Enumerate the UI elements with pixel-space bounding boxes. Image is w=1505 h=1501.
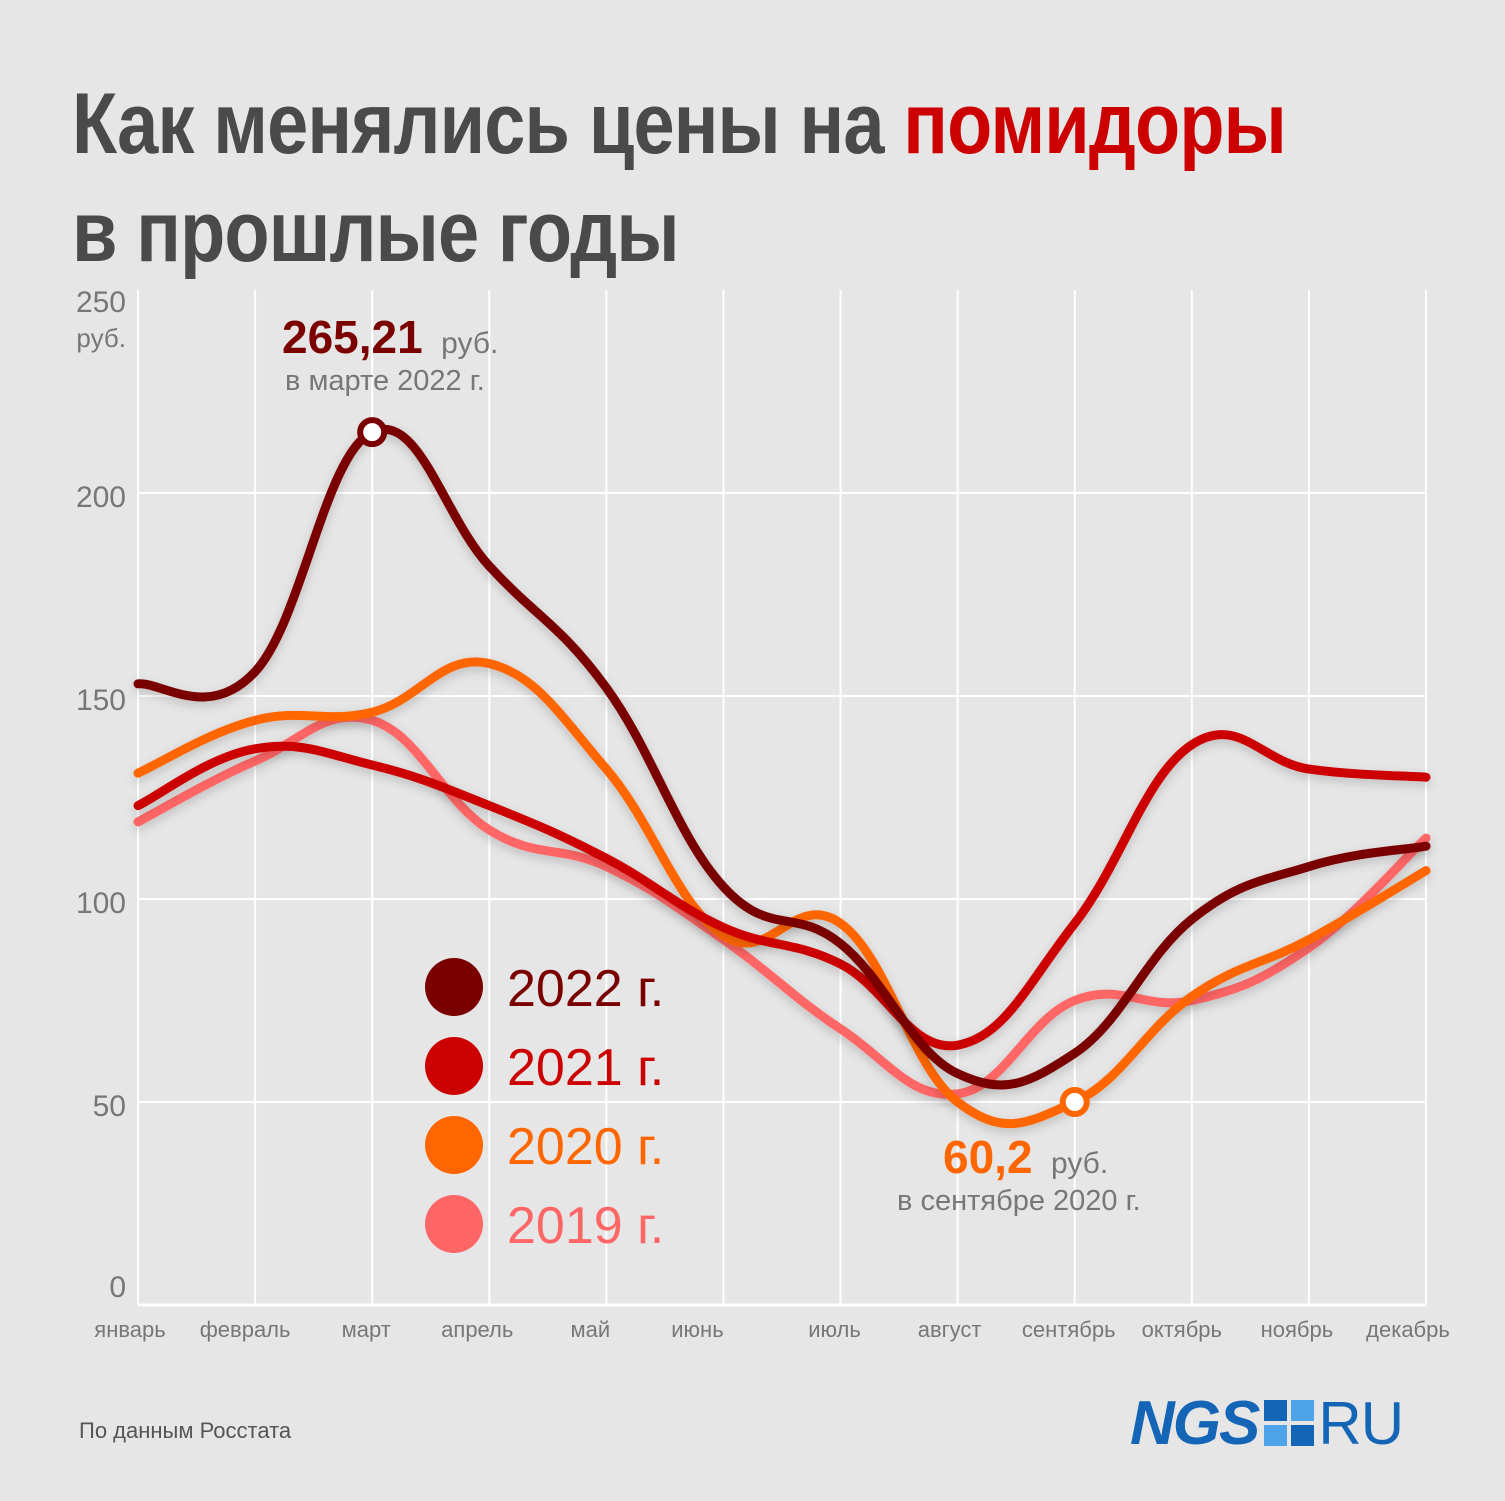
max-annotation-caption: в марте 2022 г.	[285, 365, 485, 397]
min-annotation-caption: в сентябре 2020 г.	[897, 1185, 1141, 1217]
chart-grid	[137, 290, 1427, 1307]
max-annotation-value: 265,21	[282, 311, 423, 363]
chart-title: Как менялись цены на помидоры в прошлые …	[72, 70, 1293, 286]
x-tick-label: ноябрь	[1261, 1317, 1334, 1342]
series-line-2021	[133, 730, 1431, 1051]
max-annotation: 265,21 руб.	[282, 311, 498, 363]
y-axis-labels: 0 50 100 150 200 250 руб.	[76, 286, 126, 1304]
legend-swatch	[425, 1195, 483, 1253]
highlight-markers	[357, 417, 1090, 1117]
title-text: Как менялись цены на	[72, 76, 904, 172]
x-tick-label: май	[571, 1317, 611, 1342]
logo-ngs: NGS	[1130, 1388, 1260, 1458]
y-unit-label: руб.	[76, 323, 126, 353]
x-tick-label: февраль	[200, 1317, 291, 1342]
y-tick-label: 250	[76, 286, 126, 319]
legend-swatch	[425, 1037, 483, 1095]
legend-label: 2019 г.	[507, 1197, 664, 1255]
x-tick-label: сентябрь	[1022, 1317, 1116, 1342]
x-tick-label: октябрь	[1142, 1317, 1222, 1342]
x-tick-label: декабрь	[1366, 1317, 1450, 1342]
title-line-2: в прошлые годы	[72, 184, 679, 280]
y-tick-label: 200	[76, 481, 126, 514]
title-line-1: Как менялись цены на помидоры	[72, 70, 1293, 178]
logo-ru: RU	[1318, 1389, 1404, 1457]
chart-annotations: 265,21 руб. в марте 2022 г. 60,2 руб. в …	[282, 311, 1141, 1217]
y-tick-label: 0	[109, 1271, 126, 1304]
chart-series	[133, 425, 1431, 1129]
highlight-point	[1059, 1087, 1090, 1117]
series-line-2019	[133, 712, 1431, 1099]
y-tick-label: 50	[93, 1090, 126, 1123]
legend-label: 2022 г.	[507, 960, 664, 1018]
x-tick-label: август	[918, 1317, 982, 1342]
y-tick-label: 100	[76, 887, 126, 920]
x-tick-label: март	[342, 1317, 391, 1342]
legend-label: 2020 г.	[507, 1118, 664, 1176]
data-source: По данным Росстата	[79, 1418, 292, 1443]
y-tick-label: 150	[76, 684, 126, 717]
legend-swatch	[425, 958, 483, 1016]
min-annotation-unit: руб.	[1051, 1147, 1108, 1180]
max-annotation-unit: руб.	[441, 327, 498, 360]
x-tick-label: январь	[94, 1317, 165, 1342]
ngs-logo: NGS RU	[1130, 1389, 1404, 1458]
x-tick-label: апрель	[441, 1317, 513, 1342]
x-tick-label: июнь	[671, 1317, 723, 1342]
logo-squares-icon	[1264, 1400, 1315, 1446]
title-accent: помидоры	[903, 76, 1287, 172]
x-tick-label: июль	[808, 1317, 861, 1342]
chart-legend: 2022 г. 2021 г. 2020 г. 2019 г.	[425, 958, 664, 1255]
legend-label: 2021 г.	[507, 1039, 664, 1097]
legend-swatch	[425, 1116, 483, 1174]
min-annotation: 60,2 руб.	[943, 1131, 1108, 1183]
x-axis-labels: январь февраль март апрель май июнь июль август…	[94, 1317, 1450, 1342]
min-annotation-value: 60,2	[943, 1131, 1033, 1183]
series-line-2020	[133, 657, 1431, 1129]
highlight-point	[357, 417, 388, 448]
series-line-2022	[133, 425, 1431, 1090]
